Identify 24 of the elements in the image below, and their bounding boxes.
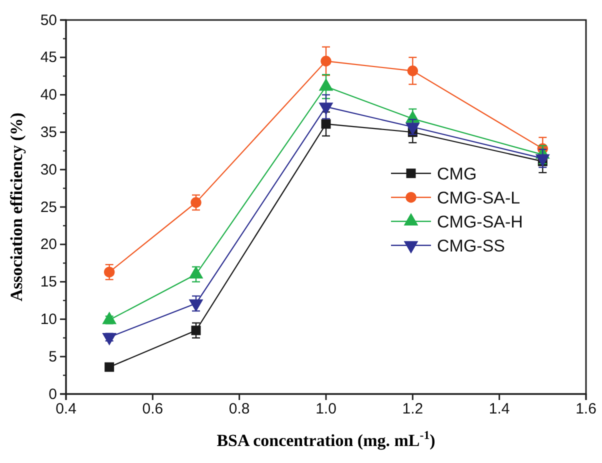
x-axis-title: BSA concentration (mg. mL$^{-1}$) [216,428,436,450]
x-tick-label: 0.6 [142,400,164,418]
y-tick-label: 50 [40,12,57,29]
y-tick-label: 20 [40,236,57,254]
legend-label: CMG-SA-H [437,212,523,232]
x-tick-label: 1.2 [402,400,424,418]
y-tick-label: 30 [40,161,57,178]
legend-label: CMG-SA-L [437,188,520,208]
x-tick-label: 0.8 [228,400,250,418]
y-axis-title: Association efficiency (%) [7,112,26,302]
y-tick-label: 0 [48,386,57,403]
y-tick-label: 35 [40,124,57,141]
legend-label: CMG [437,164,477,184]
x-tick-label: 1.0 [316,400,336,418]
y-tick-label: 45 [40,49,57,66]
y-tick-label: 25 [40,198,57,216]
x-tick-label: 0.4 [56,400,76,418]
y-tick-label: 5 [48,348,57,366]
y-tick-label: 40 [40,86,57,104]
x-tick-label: 1.4 [488,400,510,418]
y-tick-label: 10 [40,311,57,328]
x-tick-label: 1.6 [576,400,596,418]
legend-label: CMG-SS [437,236,505,256]
y-tick-label: 15 [40,274,57,291]
